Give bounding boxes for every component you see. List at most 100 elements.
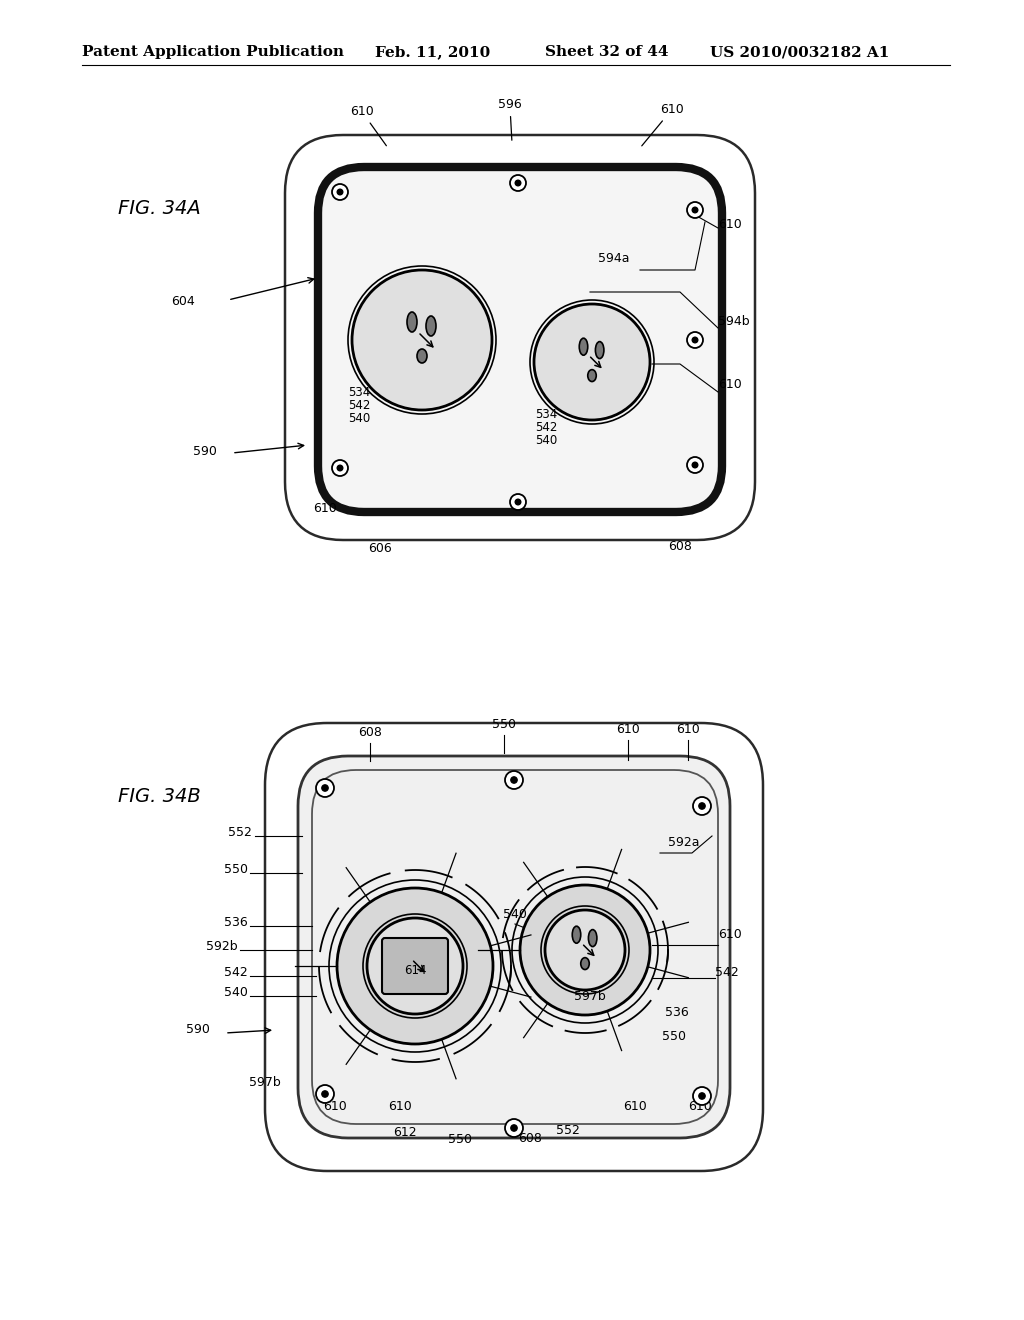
Text: 610: 610 xyxy=(313,502,337,515)
Circle shape xyxy=(332,459,348,477)
Text: 614: 614 xyxy=(403,965,426,978)
FancyBboxPatch shape xyxy=(382,939,449,994)
Text: 550: 550 xyxy=(492,718,516,731)
Text: 610: 610 xyxy=(688,1100,712,1113)
Ellipse shape xyxy=(426,315,436,337)
Circle shape xyxy=(692,337,697,343)
Text: 590: 590 xyxy=(186,1023,210,1036)
Circle shape xyxy=(687,202,703,218)
Text: FIG. 34A: FIG. 34A xyxy=(118,198,201,218)
Circle shape xyxy=(693,1086,711,1105)
Text: 542: 542 xyxy=(535,421,557,434)
Circle shape xyxy=(505,1119,523,1137)
Text: 552: 552 xyxy=(556,1125,580,1137)
Text: 608: 608 xyxy=(518,1133,542,1144)
Text: 608: 608 xyxy=(668,540,692,553)
Text: 592a: 592a xyxy=(668,836,699,849)
Circle shape xyxy=(505,771,523,789)
Text: 610: 610 xyxy=(718,378,741,391)
Circle shape xyxy=(337,888,493,1044)
Text: 608: 608 xyxy=(358,726,382,739)
Circle shape xyxy=(352,271,492,411)
Text: 540: 540 xyxy=(503,908,527,921)
Text: 610: 610 xyxy=(624,1100,647,1113)
Text: 610: 610 xyxy=(718,928,741,941)
Text: 540: 540 xyxy=(535,434,557,447)
Circle shape xyxy=(322,785,328,791)
Circle shape xyxy=(510,176,526,191)
Text: Sheet 32 of 44: Sheet 32 of 44 xyxy=(545,45,669,59)
Text: 552: 552 xyxy=(228,826,252,840)
Circle shape xyxy=(687,457,703,473)
Text: 592b: 592b xyxy=(207,940,238,953)
Text: 536: 536 xyxy=(665,1006,689,1019)
Text: 540: 540 xyxy=(224,986,248,999)
Circle shape xyxy=(511,777,517,783)
Circle shape xyxy=(698,803,706,809)
Ellipse shape xyxy=(580,338,588,355)
Ellipse shape xyxy=(419,945,427,962)
Text: 534: 534 xyxy=(535,408,557,421)
Circle shape xyxy=(316,1085,334,1104)
Text: 612: 612 xyxy=(393,1126,417,1139)
Circle shape xyxy=(698,1093,706,1100)
Ellipse shape xyxy=(588,370,596,381)
Ellipse shape xyxy=(402,942,411,960)
Text: 542: 542 xyxy=(348,399,371,412)
Circle shape xyxy=(545,909,625,990)
Text: 542: 542 xyxy=(715,966,738,979)
FancyBboxPatch shape xyxy=(265,723,763,1171)
Circle shape xyxy=(510,494,526,510)
Text: 550: 550 xyxy=(224,863,248,876)
Text: 610: 610 xyxy=(616,723,640,737)
Circle shape xyxy=(337,189,343,195)
Ellipse shape xyxy=(581,957,589,970)
Ellipse shape xyxy=(417,348,427,363)
Text: 610: 610 xyxy=(324,1100,347,1113)
Circle shape xyxy=(520,884,650,1015)
Circle shape xyxy=(337,465,343,471)
Circle shape xyxy=(693,797,711,814)
Text: Feb. 11, 2010: Feb. 11, 2010 xyxy=(375,45,490,59)
Circle shape xyxy=(367,917,463,1014)
Text: 610: 610 xyxy=(388,1100,412,1113)
Text: 550: 550 xyxy=(449,1133,472,1146)
Text: 534: 534 xyxy=(348,385,371,399)
Ellipse shape xyxy=(572,927,581,944)
Ellipse shape xyxy=(595,342,604,359)
Ellipse shape xyxy=(407,312,417,333)
Text: 610: 610 xyxy=(676,723,699,737)
Circle shape xyxy=(515,499,521,504)
Circle shape xyxy=(687,333,703,348)
Circle shape xyxy=(692,207,697,213)
Text: 610: 610 xyxy=(718,218,741,231)
Text: FIG. 34B: FIG. 34B xyxy=(118,787,201,805)
FancyBboxPatch shape xyxy=(318,168,722,512)
Circle shape xyxy=(692,462,697,467)
Ellipse shape xyxy=(411,974,419,986)
Circle shape xyxy=(534,304,650,420)
Circle shape xyxy=(515,181,521,186)
Ellipse shape xyxy=(589,929,597,946)
Text: 550: 550 xyxy=(662,1030,686,1043)
Text: US 2010/0032182 A1: US 2010/0032182 A1 xyxy=(710,45,890,59)
FancyBboxPatch shape xyxy=(298,756,730,1138)
Circle shape xyxy=(511,1125,517,1131)
Text: 610: 610 xyxy=(350,106,386,145)
Text: 536: 536 xyxy=(224,916,248,929)
Text: 610: 610 xyxy=(642,103,684,147)
Text: 540: 540 xyxy=(348,412,371,425)
Text: 596: 596 xyxy=(498,98,522,140)
FancyBboxPatch shape xyxy=(285,135,755,540)
Text: 597b: 597b xyxy=(249,1076,281,1089)
Circle shape xyxy=(316,779,334,797)
Text: 542: 542 xyxy=(224,966,248,979)
Text: 597b: 597b xyxy=(574,990,606,1003)
Text: Patent Application Publication: Patent Application Publication xyxy=(82,45,344,59)
Text: 606: 606 xyxy=(368,543,392,554)
Text: 594a: 594a xyxy=(598,252,630,265)
Text: 590: 590 xyxy=(194,445,217,458)
Text: 604: 604 xyxy=(171,294,195,308)
Circle shape xyxy=(332,183,348,201)
Text: 594b: 594b xyxy=(718,315,750,327)
